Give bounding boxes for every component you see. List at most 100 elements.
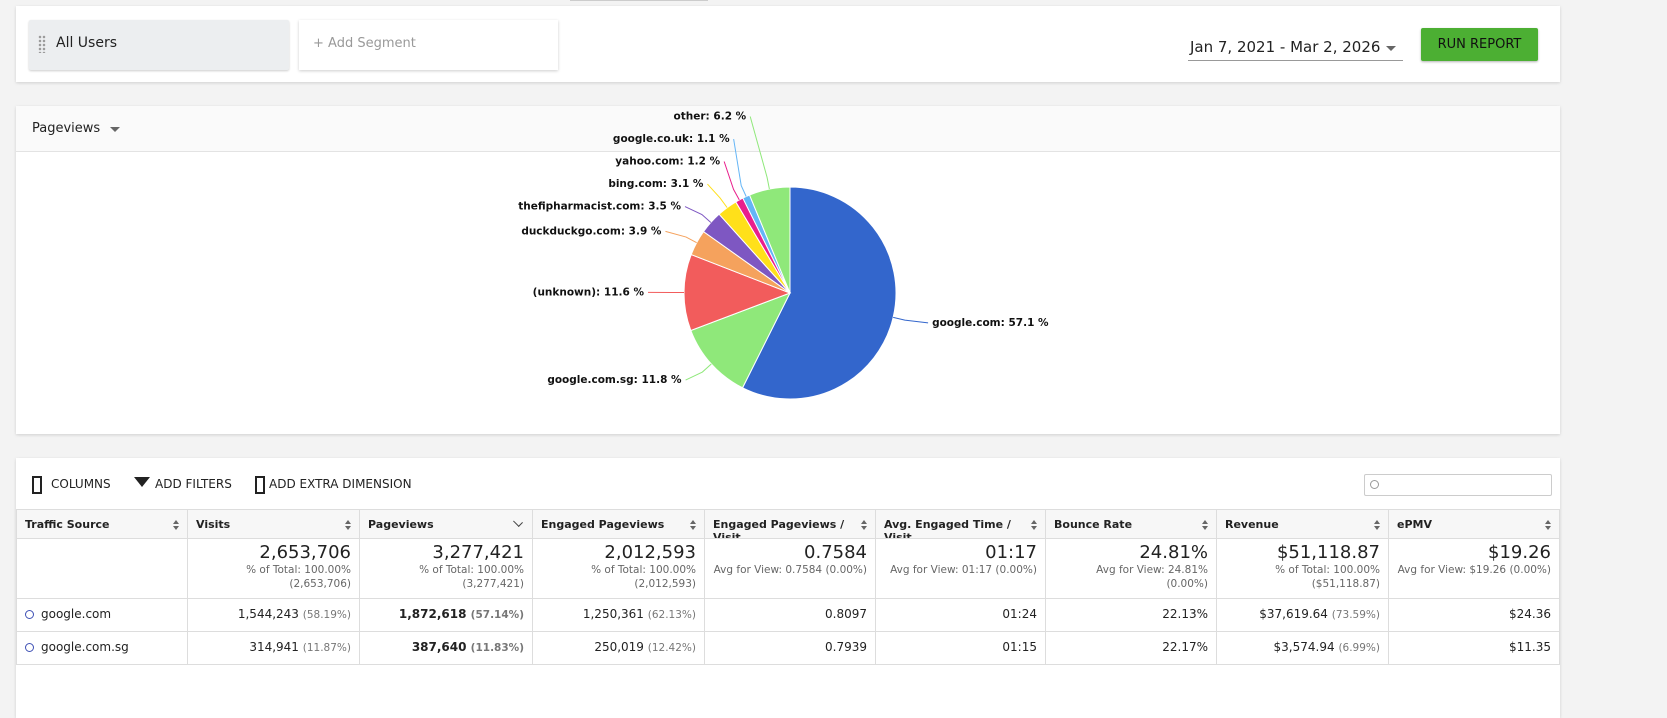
cell-value: 01:24 — [1002, 607, 1037, 621]
total-value: 01:17 — [884, 543, 1037, 563]
cell-value: 0.7939 — [825, 640, 867, 654]
slice-category: duckduckgo.com — [521, 225, 621, 237]
slice-label: google.com: 57.1 % — [932, 317, 1049, 329]
slice-label: thefipharmacist.com: 3.5 % — [518, 201, 681, 213]
columns-icon — [32, 476, 42, 494]
dimension-button[interactable]: ADD EXTRA DIMENSION — [269, 477, 412, 491]
total-value: 2,653,706 — [196, 543, 351, 563]
sort-icon — [345, 520, 351, 530]
sort-icon — [690, 520, 696, 530]
column-header[interactable]: Bounce Rate — [1046, 509, 1217, 539]
filter-icon — [134, 477, 150, 487]
sort-icon — [1031, 520, 1037, 530]
totals-cell: $51,118.87% of Total: 100.00%($51,118.87… — [1217, 539, 1389, 599]
cell-value: 387,640 — [412, 640, 467, 654]
column-header[interactable]: Engaged Pageviews — [533, 509, 705, 539]
sort-icon — [173, 520, 179, 530]
data-cell: 1,872,618 (57.14%) — [360, 599, 533, 632]
total-sub: (2,653,706) — [196, 577, 351, 591]
data-cell: 01:24 — [876, 599, 1046, 632]
total-value: 2,012,593 — [541, 543, 696, 563]
data-cell: 0.8097 — [705, 599, 876, 632]
source-cell: google.com.sg — [16, 632, 188, 665]
leader-line — [707, 184, 727, 208]
source-icon — [25, 610, 34, 619]
slice-label: (unknown): 11.6 % — [533, 286, 645, 298]
slice-value: 11.8 % — [642, 374, 683, 386]
leader-line — [686, 364, 712, 380]
slice-value: 1.2 % — [687, 156, 720, 168]
slice-value: 57.1 % — [1009, 317, 1050, 329]
pie-chart: google.com: 57.1 % google.com.sg: 11.8 % (… — [0, 0, 1667, 440]
totals-cell: 2,653,706% of Total: 100.00%(2,653,706) — [188, 539, 360, 599]
search-box[interactable] — [1364, 474, 1552, 496]
slice-label: google.co.uk: 1.1 % — [613, 133, 730, 145]
columns-button[interactable]: COLUMNS — [51, 477, 111, 491]
total-sub: Avg for View: $19.26 (0.00%) — [1397, 563, 1551, 577]
slice-label: google.com.sg: 11.8 % — [547, 374, 682, 386]
column-title: Avg. Engaged Time / Visit — [884, 518, 1011, 539]
cell-value: $11.35 — [1509, 640, 1551, 654]
data-cell: 1,250,361 (62.13%) — [533, 599, 705, 632]
cell-percent: (62.13%) — [648, 609, 696, 621]
source-icon — [25, 643, 34, 652]
data-cell: $24.36 — [1389, 599, 1560, 632]
cell-value: 22.13% — [1162, 607, 1208, 621]
source-cell: google.com — [16, 599, 188, 632]
traffic-source[interactable]: google.com.sg — [41, 640, 129, 654]
cell-percent: (57.14%) — [471, 609, 524, 621]
dimension-icon — [255, 476, 265, 494]
slice-label: bing.com: 3.1 % — [608, 178, 704, 190]
cell-percent: (58.19%) — [303, 609, 351, 621]
totals-cell: 2,012,593% of Total: 100.00%(2,012,593) — [533, 539, 705, 599]
cell-value: 01:15 — [1002, 640, 1037, 654]
column-header[interactable]: Pageviews — [360, 509, 533, 539]
slice-value: 3.1 % — [671, 178, 704, 190]
leader-line — [893, 317, 928, 323]
slice-label: yahoo.com: 1.2 % — [615, 156, 720, 168]
cell-percent: (6.99%) — [1338, 642, 1380, 654]
column-header[interactable]: Traffic Source — [16, 509, 188, 539]
column-header[interactable]: Visits — [188, 509, 360, 539]
total-value: $51,118.87 — [1225, 543, 1380, 563]
total-sub: % of Total: 100.00% (3,277,421) — [368, 563, 524, 591]
column-title: Revenue — [1225, 518, 1279, 531]
cell-value: 0.8097 — [825, 607, 867, 621]
traffic-source[interactable]: google.com — [41, 607, 111, 621]
column-header[interactable]: ePMV — [1389, 509, 1560, 539]
column-title: Engaged Pageviews / Visit — [713, 518, 844, 539]
slice-value: 1.1 % — [697, 133, 730, 145]
total-sub: Avg for View: 01:17 (0.00%) — [884, 563, 1037, 577]
leader-line — [750, 117, 769, 190]
filters-button[interactable]: ADD FILTERS — [155, 477, 232, 491]
data-cell: 0.7939 — [705, 632, 876, 665]
data-cell: 1,544,243 (58.19%) — [188, 599, 360, 632]
slice-category: yahoo.com — [615, 156, 679, 168]
totals-cell — [16, 539, 188, 599]
total-value: $19.26 — [1397, 543, 1551, 563]
column-header[interactable]: Engaged Pageviews / Visit — [705, 509, 876, 539]
slice-value: 6.2 % — [713, 111, 746, 123]
column-header[interactable]: Avg. Engaged Time / Visit — [876, 509, 1046, 539]
data-cell: $3,574.94 (6.99%) — [1217, 632, 1389, 665]
cell-value: 22.17% — [1162, 640, 1208, 654]
cell-value: 250,019 — [594, 640, 644, 654]
cell-value: $37,619.64 — [1259, 607, 1328, 621]
total-sub: ($51,118.87) — [1225, 577, 1380, 591]
total-sub: % of Total: 100.00% — [1225, 563, 1380, 577]
data-cell: $37,619.64 (73.59%) — [1217, 599, 1389, 632]
slice-value: 11.6 % — [604, 286, 645, 298]
slice-category: thefipharmacist.com — [518, 201, 640, 213]
sort-icon — [861, 520, 867, 530]
slice-label: other: 6.2 % — [674, 111, 747, 123]
total-sub: % of Total: 100.00% — [541, 563, 696, 577]
column-header[interactable]: Revenue — [1217, 509, 1389, 539]
cell-value: $24.36 — [1509, 607, 1551, 621]
data-cell: 22.13% — [1046, 599, 1217, 632]
search-icon — [1370, 480, 1379, 489]
cell-percent: (11.87%) — [303, 642, 351, 654]
sort-icon — [513, 517, 523, 527]
data-cell: 314,941 (11.87%) — [188, 632, 360, 665]
